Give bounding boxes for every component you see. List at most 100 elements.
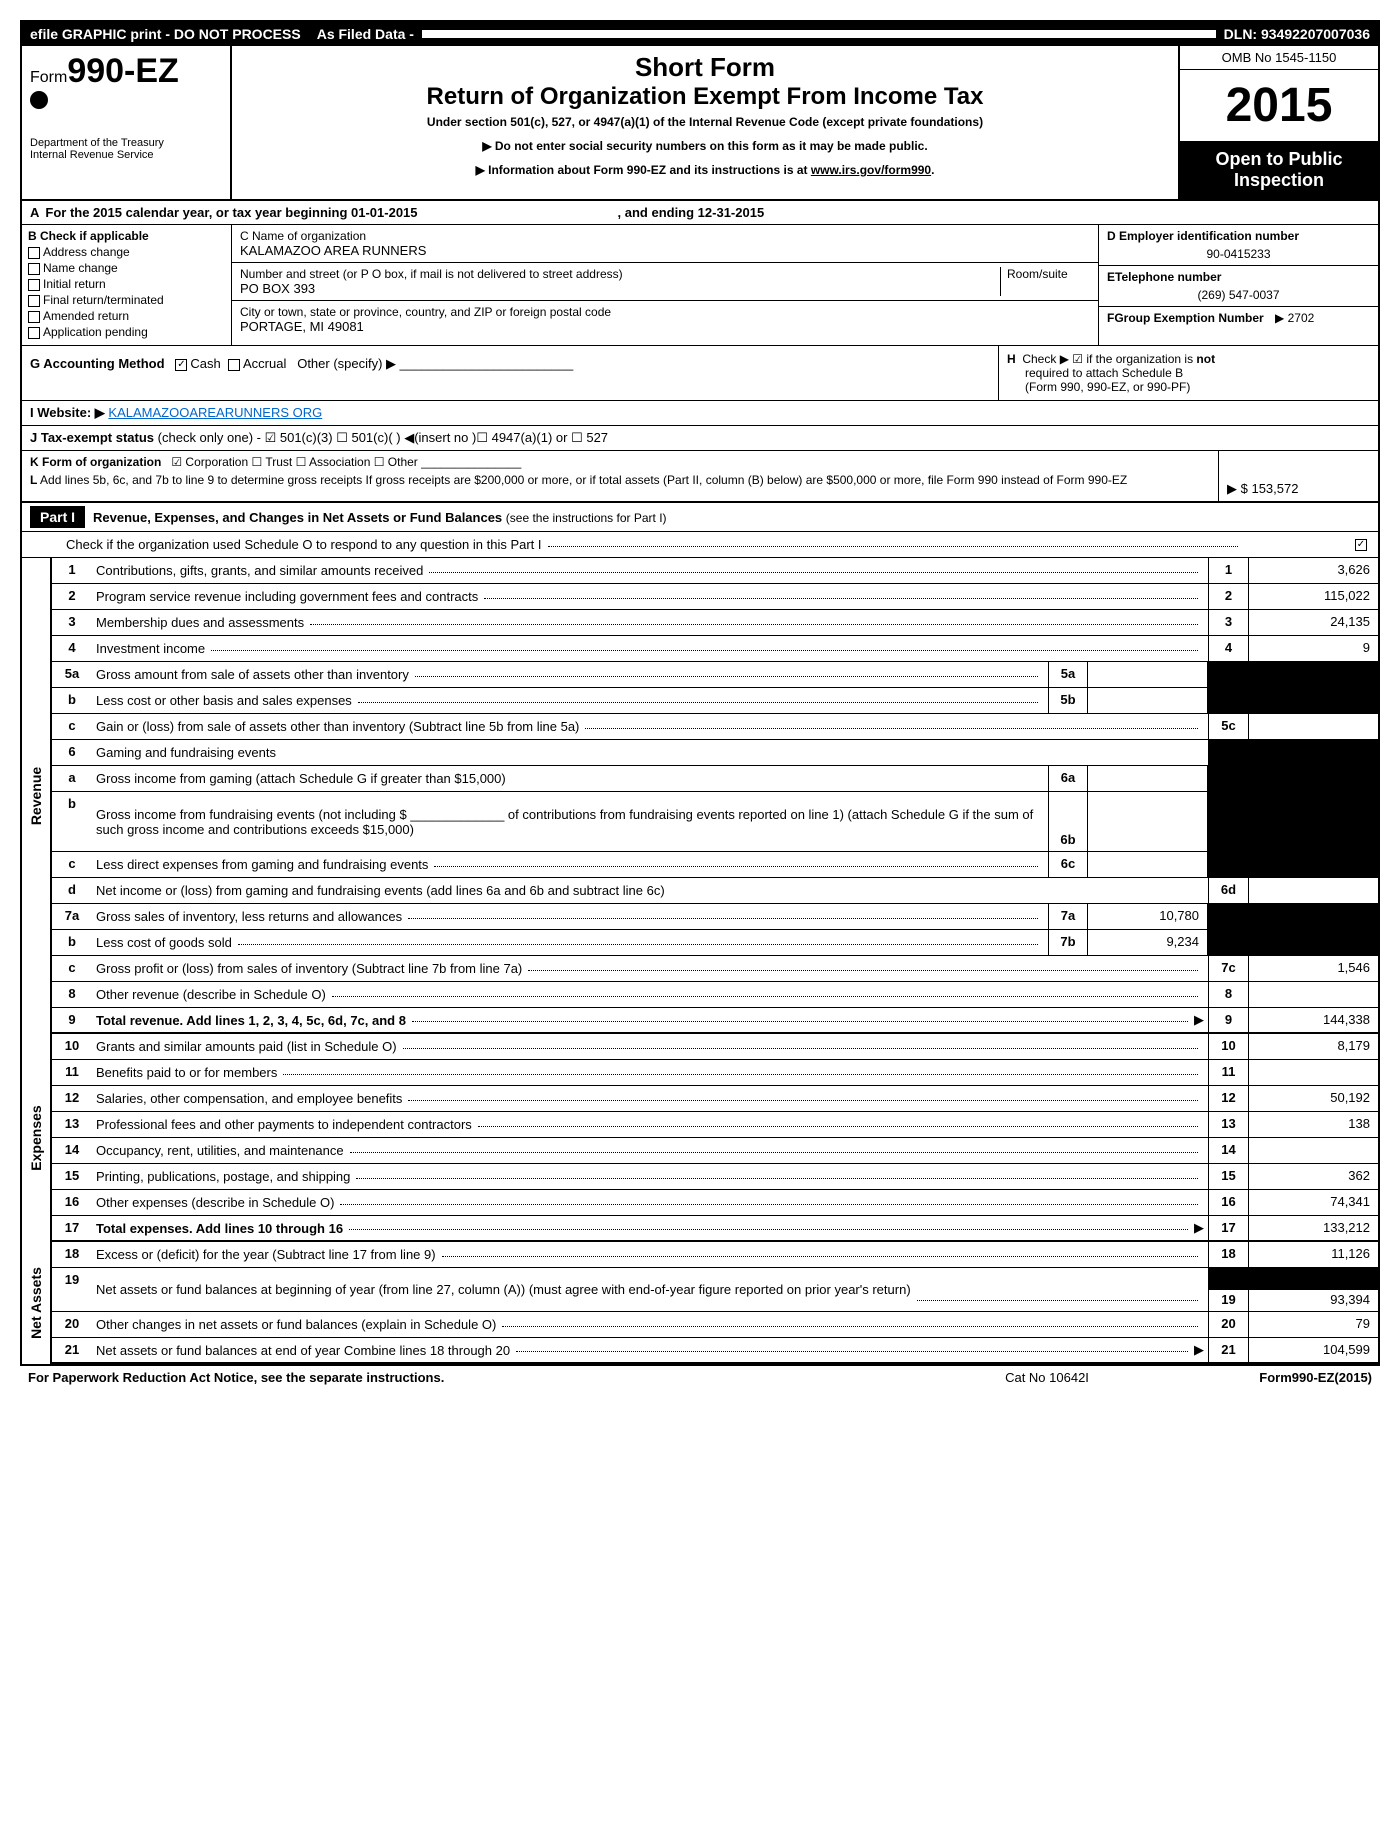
chk-address[interactable]: Address change	[28, 245, 225, 259]
section-bcdef: B Check if applicable Address change Nam…	[22, 225, 1378, 346]
col-b: B Check if applicable Address change Nam…	[22, 225, 232, 345]
col-c: C Name of organization KALAMAZOO AREA RU…	[232, 225, 1098, 345]
line-20: 20 Other changes in net assets or fund b…	[52, 1312, 1378, 1338]
line-21: 21 Net assets or fund balances at end of…	[52, 1338, 1378, 1364]
col-h: H Check ▶ ☑ if the organization is not r…	[998, 346, 1378, 400]
irs-link[interactable]: www.irs.gov/form990	[811, 163, 931, 177]
revenue-block: Revenue 1 Contributions, gifts, grants, …	[22, 558, 1378, 1034]
main-title: Return of Organization Exempt From Incom…	[240, 83, 1170, 111]
chk-final[interactable]: Final return/terminated	[28, 293, 225, 307]
group-exemption: ▶ 2702	[1275, 311, 1314, 325]
header-center: Short Form Return of Organization Exempt…	[232, 46, 1178, 199]
col-def: D Employer identification number 90-0415…	[1098, 225, 1378, 345]
line-16: 16 Other expenses (describe in Schedule …	[52, 1190, 1378, 1216]
chk-accrual[interactable]	[228, 359, 240, 371]
line-2: 2 Program service revenue including gove…	[52, 584, 1378, 610]
chk-initial[interactable]: Initial return	[28, 277, 225, 291]
line-13: 13 Professional fees and other payments …	[52, 1112, 1378, 1138]
line-6c: c Less direct expenses from gaming and f…	[52, 852, 1378, 878]
col-kl: K Form of organization ☑ Corporation ☐ T…	[22, 451, 1218, 501]
chk-amended[interactable]: Amended return	[28, 309, 225, 323]
line-19: 19 Net assets or fund balances at beginn…	[52, 1268, 1378, 1312]
part1-label: Part I	[30, 506, 85, 528]
line-3: 3 Membership dues and assessments 3 24,1…	[52, 610, 1378, 636]
line-18: 18 Excess or (deficit) for the year (Sub…	[52, 1242, 1378, 1268]
col-g: G Accounting Method ✓Cash Accrual Other …	[22, 346, 998, 400]
chk-cash[interactable]: ✓	[175, 359, 187, 371]
part1-check-line: Check if the organization used Schedule …	[22, 532, 1378, 558]
phone: (269) 547-0037	[1107, 288, 1370, 302]
col-l-amount: ▶ $ 153,572	[1218, 451, 1378, 501]
line-1: 1 Contributions, gifts, grants, and simi…	[52, 558, 1378, 584]
row-i: I Website: ▶ KALAMAZOOAREARUNNERS ORG	[22, 401, 1378, 426]
line-6b: b Gross income from fundraising events (…	[52, 792, 1378, 852]
line-7c: c Gross profit or (loss) from sales of i…	[52, 956, 1378, 982]
part1-header-row: Part I Revenue, Expenses, and Changes in…	[22, 503, 1378, 532]
omb-number: OMB No 1545-1150	[1180, 46, 1378, 70]
line-5a: 5a Gross amount from sale of assets othe…	[52, 662, 1378, 688]
tax-year: 2015	[1180, 70, 1378, 141]
footer-catno: Cat No 10642I	[922, 1370, 1172, 1385]
line-5b: b Less cost or other basis and sales exp…	[52, 688, 1378, 714]
form-number: 990-EZ	[67, 52, 179, 90]
side-revenue: Revenue	[22, 558, 52, 1034]
city-label: City or town, state or province, country…	[240, 305, 1090, 319]
dept-treasury: Department of the Treasury	[30, 137, 222, 149]
asfiled-label: As Filed Data -	[309, 22, 422, 46]
line-8: 8 Other revenue (describe in Schedule O)…	[52, 982, 1378, 1008]
line-10: 10 Grants and similar amounts paid (list…	[52, 1034, 1378, 1060]
row-f: FGroup Exemption Number ▶ 2702	[1099, 307, 1378, 329]
header-left: Form990-EZ Department of the Treasury In…	[22, 46, 232, 199]
topbar-spacer	[422, 30, 1216, 38]
form-page: efile GRAPHIC print - DO NOT PROCESS As …	[20, 20, 1380, 1366]
line-11: 11 Benefits paid to or for members 11	[52, 1060, 1378, 1086]
row-e: ETelephone number (269) 547-0037	[1099, 266, 1378, 307]
footer-paperwork: For Paperwork Reduction Act Notice, see …	[28, 1370, 922, 1385]
line-17: 17 Total expenses. Add lines 10 through …	[52, 1216, 1378, 1242]
row-j: J Tax-exempt status (check only one) - ☑…	[22, 426, 1378, 451]
irs-seal-icon	[30, 91, 48, 109]
header-right: OMB No 1545-1150 2015 Open to Public Ins…	[1178, 46, 1378, 199]
notice-2: ▶ Information about Form 990-EZ and its …	[240, 163, 1170, 177]
row-kl: K Form of organization ☑ Corporation ☐ T…	[22, 451, 1378, 503]
line-6d: d Net income or (loss) from gaming and f…	[52, 878, 1378, 904]
website-link[interactable]: KALAMAZOOAREARUNNERS ORG	[108, 405, 322, 420]
netassets-block: Net Assets 18 Excess or (deficit) for th…	[22, 1242, 1378, 1364]
line-7b: b Less cost of goods sold 7b 9,234	[52, 930, 1378, 956]
side-netassets: Net Assets	[22, 1242, 52, 1364]
subtitle: Under section 501(c), 527, or 4947(a)(1)…	[240, 115, 1170, 129]
street: PO BOX 393	[240, 281, 1000, 296]
notice-1: ▶ Do not enter social security numbers o…	[240, 139, 1170, 153]
line-7a: 7a Gross sales of inventory, less return…	[52, 904, 1378, 930]
line-6: 6 Gaming and fundraising events	[52, 740, 1378, 766]
col-b-header: B Check if applicable	[28, 229, 225, 243]
row-gh: G Accounting Method ✓Cash Accrual Other …	[22, 346, 1378, 401]
open-public-label: Open to Public Inspection	[1180, 141, 1378, 199]
row-a: A For the 2015 calendar year, or tax yea…	[22, 201, 1378, 225]
footer: For Paperwork Reduction Act Notice, see …	[20, 1366, 1380, 1389]
line-14: 14 Occupancy, rent, utilities, and maint…	[52, 1138, 1378, 1164]
chk-name[interactable]: Name change	[28, 261, 225, 275]
form-prefix: Form	[30, 69, 67, 86]
street-label: Number and street (or P O box, if mail i…	[240, 267, 1000, 281]
line-5c: c Gain or (loss) from sale of assets oth…	[52, 714, 1378, 740]
dept-irs: Internal Revenue Service	[30, 149, 222, 161]
line-12: 12 Salaries, other compensation, and emp…	[52, 1086, 1378, 1112]
side-expenses: Expenses	[22, 1034, 52, 1242]
chk-schedule-o[interactable]: ✓	[1355, 539, 1367, 551]
chk-pending[interactable]: Application pending	[28, 325, 225, 339]
city: PORTAGE, MI 49081	[240, 319, 1090, 334]
room-label: Room/suite	[1007, 267, 1068, 281]
org-name: KALAMAZOO AREA RUNNERS	[240, 243, 1090, 258]
line-15: 15 Printing, publications, postage, and …	[52, 1164, 1378, 1190]
footer-formno: Form990-EZ(2015)	[1172, 1370, 1372, 1385]
ein: 90-0415233	[1107, 247, 1370, 261]
short-form-title: Short Form	[240, 52, 1170, 83]
expenses-block: Expenses 10 Grants and similar amounts p…	[22, 1034, 1378, 1242]
dln: DLN: 93492207007036	[1216, 22, 1378, 46]
header-row: Form990-EZ Department of the Treasury In…	[22, 46, 1378, 201]
efile-label: efile GRAPHIC print - DO NOT PROCESS	[22, 22, 309, 46]
line-9: 9 Total revenue. Add lines 1, 2, 3, 4, 5…	[52, 1008, 1378, 1034]
top-bar: efile GRAPHIC print - DO NOT PROCESS As …	[22, 22, 1378, 46]
row-d: D Employer identification number 90-0415…	[1099, 225, 1378, 266]
